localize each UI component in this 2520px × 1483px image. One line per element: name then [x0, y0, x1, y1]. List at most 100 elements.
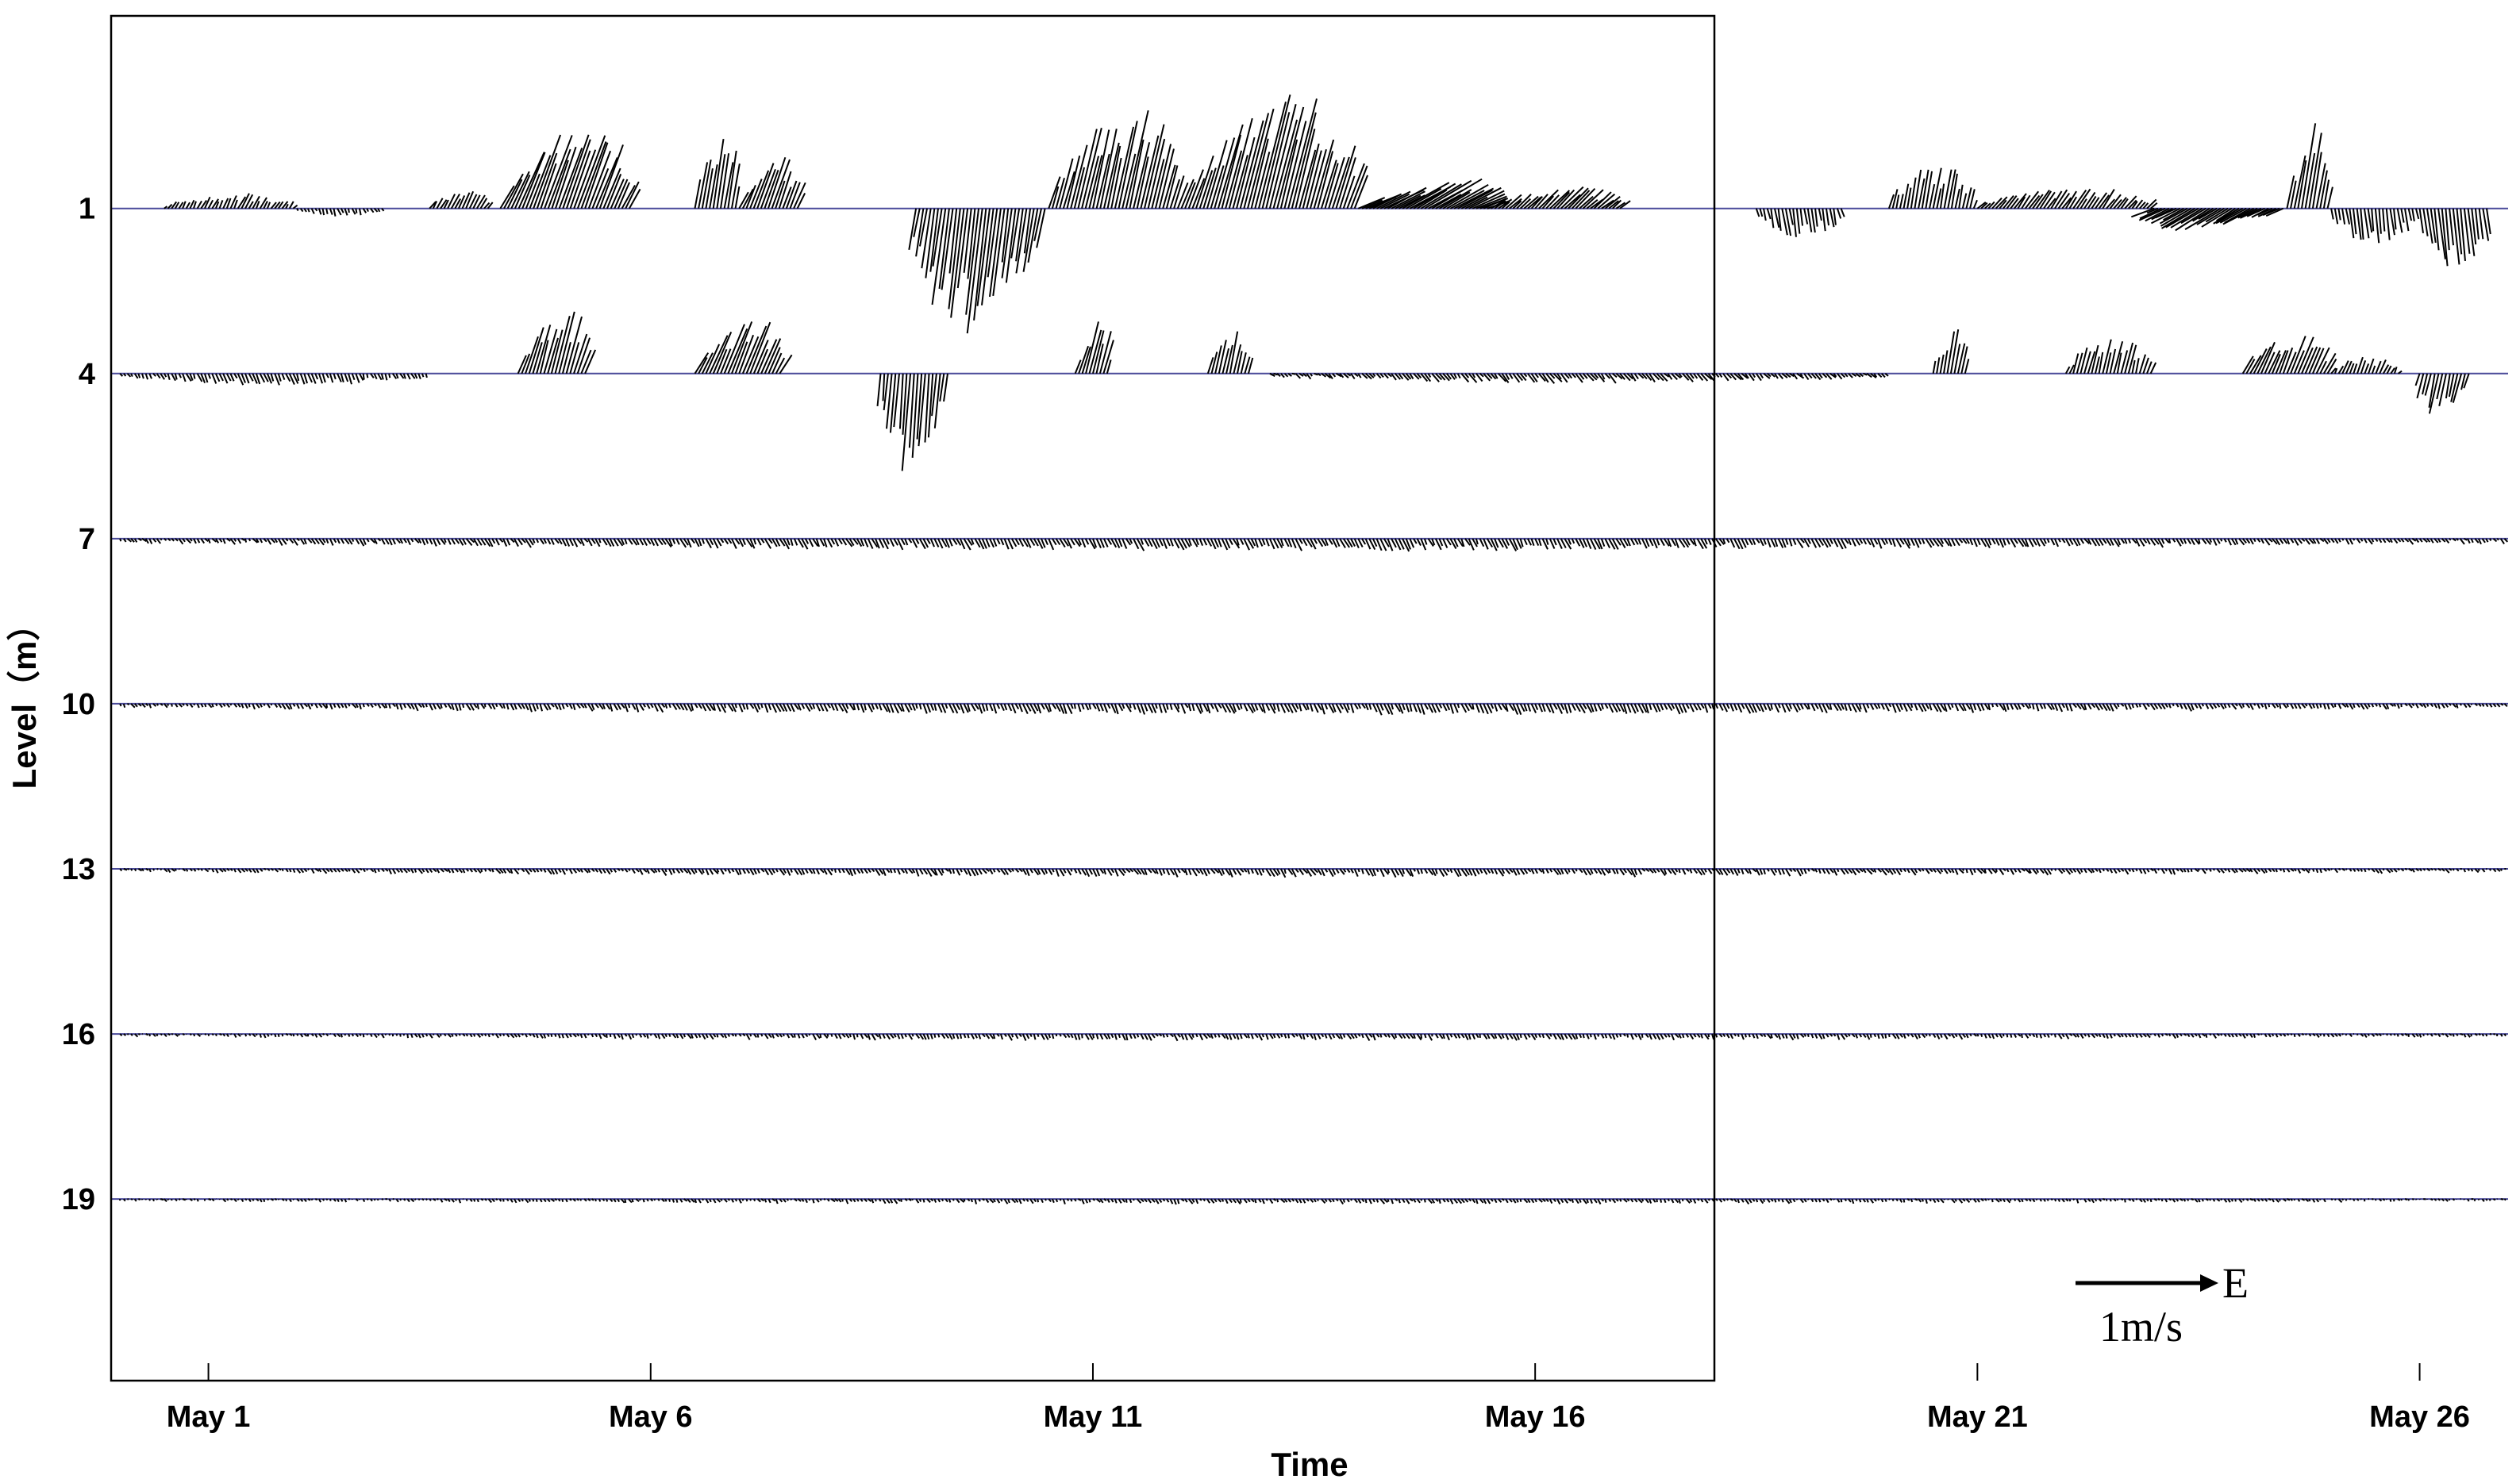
velocity-stick — [2127, 703, 2132, 710]
velocity-stick — [617, 1198, 621, 1203]
velocity-stick — [2411, 208, 2415, 222]
velocity-stick — [1151, 1033, 1156, 1039]
velocity-stick — [1914, 1033, 1918, 1039]
velocity-stick — [1818, 1033, 1823, 1040]
velocity-stick — [705, 1198, 710, 1204]
velocity-stick — [399, 1033, 402, 1037]
velocity-stick — [2452, 1198, 2456, 1201]
velocity-stick — [1552, 868, 1560, 875]
velocity-stick — [1092, 1198, 1095, 1201]
velocity-stick — [1324, 1198, 1328, 1202]
velocity-stick — [285, 703, 290, 710]
velocity-stick — [617, 703, 621, 710]
velocity-stick — [1317, 868, 1322, 876]
velocity-stick — [443, 199, 449, 209]
velocity-stick — [808, 1033, 811, 1036]
velocity-stick — [1317, 1033, 1322, 1039]
velocity-stick — [1700, 1198, 1704, 1203]
velocity-stick — [1272, 538, 1279, 549]
velocity-stick — [1442, 191, 1471, 209]
velocity-stick — [794, 868, 799, 875]
velocity-stick — [856, 1033, 859, 1038]
velocity-stick — [2456, 1033, 2459, 1036]
velocity-stick — [1663, 868, 1668, 875]
velocity-stick — [989, 538, 995, 548]
velocity-stick — [1162, 538, 1168, 549]
velocity-stick — [1144, 868, 1148, 876]
velocity-stick — [1228, 1198, 1233, 1204]
velocity-stick — [2474, 1033, 2478, 1036]
velocity-stick — [1206, 703, 1211, 714]
velocity-stick — [2449, 1033, 2453, 1036]
velocity-stick — [635, 868, 640, 873]
velocity-stick — [1195, 1198, 1199, 1204]
velocity-stick — [1611, 199, 1622, 209]
velocity-stick — [1803, 1033, 1807, 1037]
velocity-stick — [1375, 868, 1379, 873]
velocity-stick — [1619, 703, 1625, 713]
velocity-stick — [1424, 373, 1432, 382]
velocity-stick — [2151, 207, 2181, 225]
velocity-stick — [660, 703, 666, 709]
velocity-stick — [561, 1198, 564, 1202]
velocity-stick — [568, 1033, 572, 1038]
velocity-stick — [1534, 538, 1540, 546]
velocity-stick — [2404, 1033, 2408, 1036]
velocity-stick — [1360, 868, 1364, 874]
velocity-stick — [1626, 1198, 1630, 1202]
velocity-stick — [638, 1033, 643, 1038]
velocity-stick — [860, 1033, 864, 1039]
velocity-stick — [1939, 183, 1945, 209]
velocity-stick — [671, 538, 676, 544]
velocity-stick — [1840, 1198, 1843, 1203]
velocity-stick — [163, 373, 167, 378]
velocity-stick — [1103, 1198, 1107, 1202]
velocity-stick — [1353, 538, 1360, 549]
velocity-stick — [2006, 1198, 2011, 1204]
velocity-stick — [649, 703, 654, 709]
velocity-stick — [514, 1198, 517, 1204]
velocity-stick — [1070, 1033, 1074, 1039]
velocity-stick — [292, 373, 299, 384]
velocity-stick — [303, 1198, 307, 1202]
velocity-stick — [2241, 538, 2247, 544]
velocity-stick — [1409, 703, 1413, 712]
velocity-stick — [974, 538, 981, 548]
velocity-stick — [1652, 373, 1660, 381]
velocity-stick — [557, 703, 562, 711]
velocity-stick — [1272, 703, 1276, 710]
velocity-stick — [318, 1033, 323, 1038]
velocity-stick — [1173, 1033, 1179, 1042]
velocity-stick — [1044, 1033, 1049, 1040]
velocity-stick — [1729, 1033, 1734, 1039]
velocity-stick — [1972, 703, 1977, 711]
velocity-stick — [1486, 1198, 1491, 1204]
velocity-stick — [671, 703, 678, 710]
velocity-stick — [572, 1033, 577, 1038]
velocity-stick — [1667, 868, 1672, 874]
velocity-stick — [948, 208, 958, 274]
velocity-stick — [1880, 1198, 1884, 1203]
velocity-stick — [2013, 703, 2019, 710]
velocity-stick — [186, 538, 192, 544]
velocity-stick — [2496, 868, 2501, 872]
velocity-stick — [340, 373, 344, 382]
velocity-stick — [2176, 538, 2182, 547]
velocity-stick — [1645, 1033, 1649, 1038]
velocity-stick — [1173, 703, 1180, 713]
velocity-stick — [1424, 179, 1472, 209]
velocity-stick — [1460, 538, 1465, 547]
velocity-stick — [742, 1033, 746, 1037]
velocity-stick — [211, 1033, 214, 1036]
velocity-stick — [1866, 538, 1872, 546]
velocity-stick — [543, 703, 549, 711]
velocity-stick — [2068, 1198, 2072, 1202]
velocity-stick — [2091, 703, 2096, 709]
velocity-stick — [495, 1198, 498, 1201]
velocity-stick — [701, 868, 705, 874]
velocity-stick — [1833, 703, 1839, 712]
velocity-stick — [133, 538, 138, 543]
velocity-stick — [506, 179, 523, 209]
velocity-stick — [2072, 1198, 2076, 1201]
velocity-stick — [1254, 538, 1259, 548]
